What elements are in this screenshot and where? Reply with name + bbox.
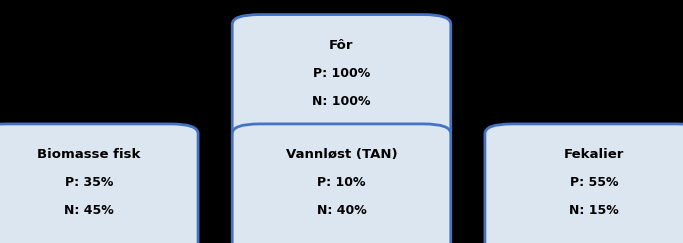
FancyBboxPatch shape <box>232 124 451 243</box>
FancyBboxPatch shape <box>485 124 683 243</box>
Text: P: 35%: P: 35% <box>65 176 113 189</box>
Text: P: 55%: P: 55% <box>570 176 619 189</box>
Text: Vannløst (TAN): Vannløst (TAN) <box>285 148 398 161</box>
Text: Biomasse fisk: Biomasse fisk <box>37 148 141 161</box>
Text: P: 10%: P: 10% <box>317 176 366 189</box>
Text: P: 100%: P: 100% <box>313 67 370 80</box>
Text: Fekalier: Fekalier <box>564 148 624 161</box>
Text: Fôr: Fôr <box>329 39 354 52</box>
Text: N: 100%: N: 100% <box>312 95 371 108</box>
Text: N: 40%: N: 40% <box>317 204 366 217</box>
Text: N: 15%: N: 15% <box>570 204 619 217</box>
FancyBboxPatch shape <box>232 15 451 141</box>
FancyBboxPatch shape <box>0 124 198 243</box>
Text: N: 45%: N: 45% <box>64 204 113 217</box>
